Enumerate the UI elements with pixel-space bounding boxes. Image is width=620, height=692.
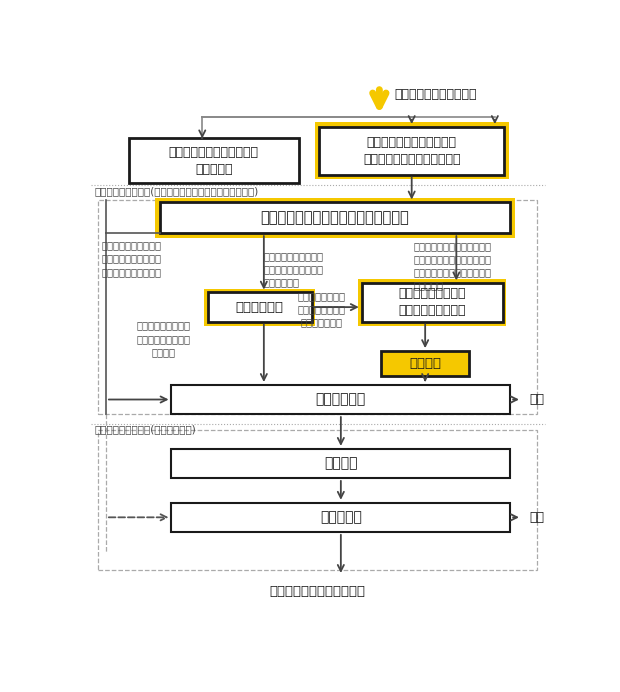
Text: 生物試験に関する
十分な情報が得ら
れていない物質: 生物試験に関する 十分な情報が得ら れていない物質 [298, 291, 345, 327]
Bar [358, 280, 507, 326]
Text: 各文献からの総合的判断: 各文献からの総合的判断 [395, 88, 477, 101]
Text: 試験管内試験: 試験管内試験 [236, 300, 283, 313]
Text: 生物試験を実施する
物質の優先順位付け: 生物試験を実施する 物質の優先順位付け [398, 287, 466, 318]
Text: 現時点では試験対象物質と
しない物質: 現時点では試験対象物質と しない物質 [169, 146, 259, 176]
Bar [172, 502, 510, 532]
Bar [208, 293, 312, 322]
Bar [315, 122, 508, 179]
Bar [361, 283, 503, 322]
Text: 有害性評価第２段階(有害性の確認): 有害性評価第２段階(有害性の確認) [94, 424, 196, 435]
Bar [160, 202, 510, 233]
Text: 試験管内試験及び生物
試験に関する十分な情
報が得られている物質: 試験管内試験及び生物 試験に関する十分な情 報が得られている物質 [102, 240, 161, 277]
Text: 有害性評価: 有害性評価 [320, 510, 362, 525]
Text: 保留: 保留 [529, 511, 545, 524]
Text: リスク評価の枠組みへ進む: リスク評価の枠組みへ進む [270, 585, 366, 598]
Text: 保留: 保留 [529, 393, 545, 406]
Text: 生物試験: 生物試験 [409, 357, 441, 370]
Text: 試験管内試験に関する
情報が十分には得られ
ていない物質: 試験管内試験に関する 情報が十分には得られ ていない物質 [264, 251, 324, 287]
Text: 試験管内試験に関する十分な
情報は得られているが、生物
試験に関する情報が得られて
いない物質: 試験管内試験に関する十分な 情報は得られているが、生物 試験に関する情報が得られ… [414, 241, 492, 291]
Bar [99, 200, 537, 414]
Bar [99, 430, 537, 570]
Text: 第１段階評価: 第１段階評価 [316, 392, 366, 406]
Bar [204, 289, 316, 326]
Bar [172, 385, 510, 414]
Bar [381, 351, 469, 376]
Text: 内分泌かく乱作用に関する
試験対象物質となり得る物質: 内分泌かく乱作用に関する 試験対象物質となり得る物質 [363, 136, 461, 166]
Bar [129, 138, 298, 183]
Text: 生物試験に関する十
分な情報が得られて
いる物質: 生物試験に関する十 分な情報が得られて いる物質 [137, 320, 191, 357]
Bar [319, 127, 504, 174]
Bar [155, 198, 515, 238]
Text: 生物試験: 生物試験 [324, 457, 358, 471]
Text: 有害性評価第１段階(内分泌系に対する作用の有無を確認): 有害性評価第１段階(内分泌系に対する作用の有無を確認) [94, 186, 259, 196]
Text: 信頼性評価により得られた知見の整理: 信頼性評価により得られた知見の整理 [260, 210, 409, 226]
Bar [172, 449, 510, 478]
